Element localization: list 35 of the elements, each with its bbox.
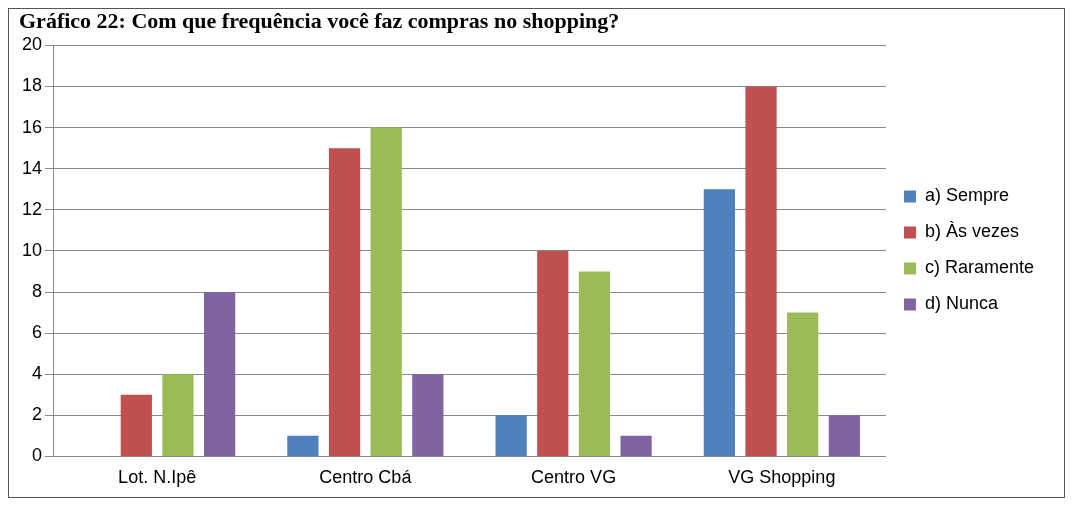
bar [787, 312, 819, 456]
legend-label: a) Sempre [924, 185, 1010, 206]
y-tick-label: 0 [32, 445, 43, 466]
y-tick-label: 14 [21, 157, 43, 178]
chart-title: Gráfico 22: Com que frequência você faz compras no shopping? [19, 7, 620, 33]
bar [537, 250, 569, 456]
bar [495, 415, 527, 456]
bar [120, 394, 152, 456]
legend-label: c) Raramente [924, 257, 1035, 278]
bar [287, 435, 319, 456]
bar [745, 86, 777, 456]
y-tick-label: 16 [21, 116, 43, 137]
legend-label: b) Às vezes [924, 221, 1020, 242]
x-tick-label: Lot. N.Ipê [118, 467, 197, 488]
x-tick-label: Centro Cbá [319, 467, 413, 488]
bar [203, 292, 236, 456]
bar [328, 148, 361, 456]
bar [828, 415, 860, 456]
bar [578, 271, 611, 456]
bar [620, 435, 652, 456]
y-tick-label: 10 [21, 239, 43, 260]
legend-label: d) Nunca [924, 293, 999, 314]
y-tick-label: 20 [21, 34, 43, 55]
y-tick-label: 12 [21, 198, 43, 219]
bar [412, 374, 444, 456]
y-tick-label: 18 [21, 75, 43, 96]
bar [703, 189, 735, 456]
bar [162, 374, 194, 456]
y-tick-label: 6 [32, 322, 43, 343]
y-tick-label: 2 [32, 404, 43, 425]
x-tick-label: Centro VG [531, 467, 617, 488]
y-tick-label: 8 [32, 280, 43, 301]
y-tick-label: 4 [32, 363, 43, 384]
x-tick-label: VG Shopping [728, 467, 836, 488]
bar [370, 127, 402, 456]
